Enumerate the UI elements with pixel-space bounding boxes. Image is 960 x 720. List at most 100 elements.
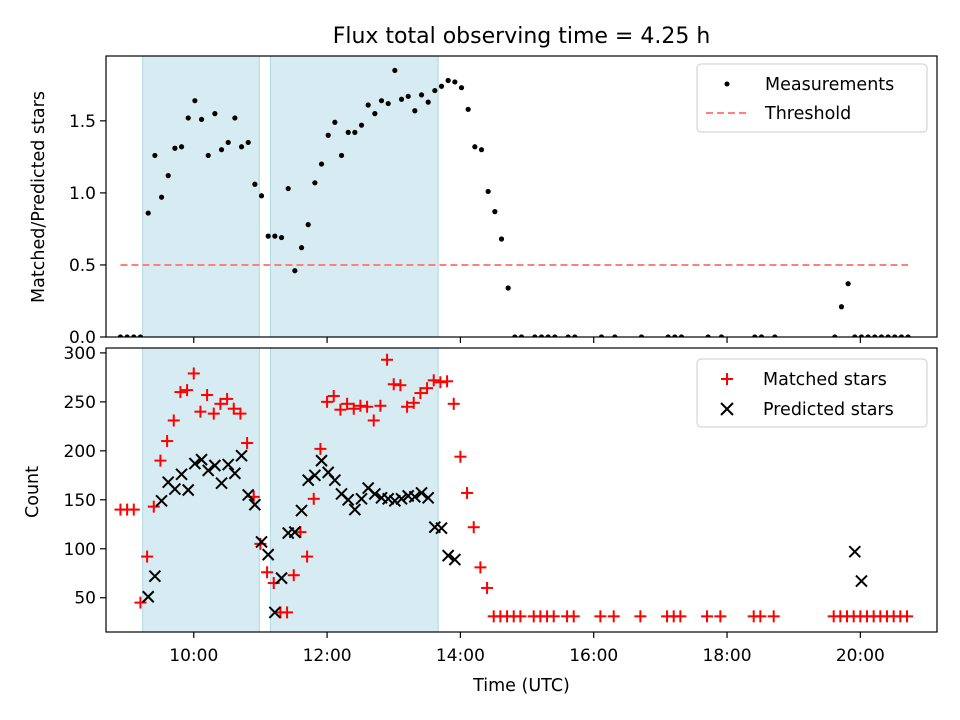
x-axis-label: Time (UTC) [472,676,570,696]
matched-star-marker [261,566,274,579]
predicted-star-marker [202,464,215,477]
y-tick-label: 200 [64,442,96,462]
measurement-point [232,115,238,121]
matched-star-marker [141,550,154,563]
measurement-point [418,92,425,98]
matched-star-marker [334,403,347,416]
legend-measurements-marker [724,81,730,87]
observing-window [142,347,260,633]
measurement-point [198,116,205,123]
measurement-point [538,334,545,337]
matched-star-marker [547,610,560,623]
predicted-star-marker [328,473,342,487]
chart-title: Flux total observing time = 4.25 h [333,24,711,49]
measurement-point [325,132,331,138]
measurement-point [152,152,158,159]
y-tick-label: 1.0 [69,184,96,204]
matched-star-marker [341,397,354,410]
matched-star-marker [474,561,487,574]
matched-star-marker [327,389,340,402]
matched-star-marker [134,596,147,609]
measurement-point [572,334,578,337]
top-legend: Measurements Threshold [696,63,928,133]
predicted-star-marker [395,492,408,506]
measurement-point [452,79,458,85]
top-axes-frame [105,55,938,338]
predicted-star-marker [175,468,188,481]
matched-star-marker [714,610,727,623]
measurement-point [552,334,558,337]
legend-matched-marker [721,373,733,385]
measurement-point [565,334,571,337]
measurement-point [425,99,431,105]
measurement-point [678,334,685,337]
measurement-point [472,144,478,150]
x-tick-label: 18:00 [703,646,752,666]
measurement-point [258,193,265,199]
matched-star-marker [701,610,714,623]
top-x-axis [193,337,861,343]
matched-star-marker [401,400,414,413]
measurement-point [878,334,885,337]
matched-star-marker [767,610,780,623]
measurement-point [285,185,291,192]
measurement-point [192,98,198,104]
measurement-point [252,181,258,187]
matched-star-marker [241,436,254,449]
measurement-point [905,334,911,337]
matched-star-marker [154,454,167,467]
bottom-x-axis: 10:00 12:00 14:00 16:00 18:00 20:00 [169,632,885,666]
top-y-axis-label: Matched/Predicted stars [29,91,49,303]
matched-star-marker [454,450,467,463]
predicted-star-marker [248,498,262,511]
measurement-point [498,236,505,242]
measurement-point [165,173,171,179]
matched-star-marker [594,610,607,623]
measurement-point [465,106,471,112]
predicted-star-marker [168,482,182,496]
predicted-star-marker [208,459,222,472]
measurement-point [145,210,151,216]
matched-star-marker [187,367,200,380]
measurement-point [872,334,878,337]
predicted-star-marker [215,476,228,490]
matched-star-marker [567,610,580,623]
matched-star-marker [901,610,914,623]
predicted-star-marker [408,490,422,504]
observing-window [269,347,439,633]
measurement-point [478,147,485,153]
y-tick-label: 1.5 [69,112,96,132]
matched-star-marker [174,386,187,399]
matched-star-marker [514,610,527,623]
predicted-star-marker [368,487,382,501]
matched-star-marker [361,400,374,413]
measurement-point [352,129,358,135]
y-tick-label: 100 [64,540,96,560]
bottom-y-axis-label: Count [23,466,43,518]
measurement-point [298,245,305,251]
measurement-point [492,209,498,215]
measurement-point [885,334,891,337]
y-tick-label: 50 [74,589,96,609]
predicted-star-marker [355,492,368,506]
legend-predicted-label: Predicted stars [763,400,894,420]
measurement-point [137,334,144,337]
matched-star-marker [147,500,160,513]
predicted-star-marker [275,571,288,585]
measurement-point [172,145,178,151]
measurement-point [158,194,165,200]
measurement-point [292,268,298,274]
measurement-point [131,334,137,337]
top-plot-area [117,67,911,337]
measurement-point [318,161,325,167]
predicted-star-marker [421,491,435,505]
measurement-point [385,100,391,107]
bottom-y-axis: 50 100 150 200 250 300 [64,344,106,609]
matched-star-marker [181,384,194,397]
measurement-point [892,334,898,337]
measurement-point [305,222,311,228]
predicted-star-marker [435,521,448,535]
matched-star-marker [394,379,407,392]
measurement-point [665,334,671,337]
